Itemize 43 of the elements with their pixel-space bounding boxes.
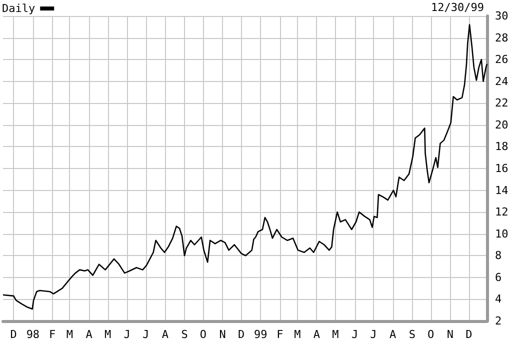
x-tick-label: J: [124, 328, 130, 341]
x-tick-label: M: [294, 328, 302, 341]
x-tick-label: D: [238, 328, 245, 341]
y-tick-label: 4: [495, 292, 502, 306]
x-tick-label: A: [86, 328, 93, 341]
x-tick-label: O: [200, 328, 207, 341]
x-tick-label: F: [48, 328, 56, 341]
x-tick-label: A: [313, 328, 320, 341]
x-tick-label: J: [370, 328, 377, 341]
y-tick-label: 2: [495, 314, 502, 328]
y-tick-label: 24: [495, 74, 509, 88]
x-tick-label: D: [10, 328, 17, 341]
line-series: [2, 24, 488, 310]
x-tick-label: N: [219, 328, 226, 341]
x-tick-label: J: [142, 328, 150, 341]
y-tick-label: 26: [495, 53, 508, 66]
y-tick-label: 10: [495, 227, 508, 240]
y-tick-label: 18: [495, 140, 508, 154]
x-tick-label: M: [104, 328, 112, 341]
y-tick-label: 12: [495, 206, 508, 219]
y-tick-label: 22: [495, 96, 508, 110]
y-tick-label: 28: [495, 31, 508, 44]
x-tick-label: N: [446, 328, 454, 341]
y-tick-label: 8: [495, 249, 502, 262]
x-tick-label: D: [466, 328, 472, 341]
y-tick-label: 20: [495, 118, 508, 132]
x-tick-label: S: [181, 328, 188, 341]
x-tick-label: S: [408, 328, 416, 341]
y-tick-label: 16: [495, 162, 508, 175]
x-tick-label: M: [66, 328, 74, 341]
y-tick-label: 30: [495, 10, 508, 22]
y-tick-label: 6: [495, 270, 502, 284]
x-tick-label: 99: [254, 328, 268, 341]
x-tick-label: 98: [26, 328, 40, 341]
y-tick-label: 14: [495, 184, 509, 197]
x-tick-label: A: [390, 328, 397, 341]
text: 12/30/99: [431, 1, 484, 14]
x-tick-label: A: [162, 328, 169, 341]
legend-label: Daily: [2, 2, 36, 15]
x-tick-label: M: [332, 328, 340, 341]
x-tick-label: O: [428, 328, 434, 341]
x-tick-label: F: [276, 328, 284, 341]
x-tick-label: J: [351, 328, 358, 341]
